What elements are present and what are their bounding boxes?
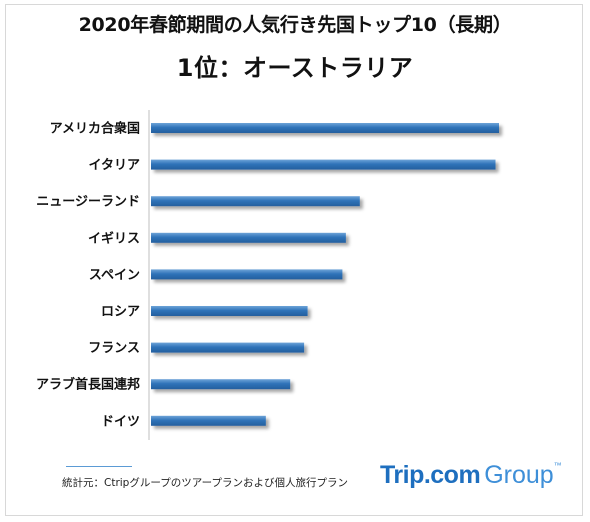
bar-8 bbox=[151, 415, 266, 426]
bar-3 bbox=[151, 232, 346, 243]
bar-6 bbox=[151, 342, 305, 353]
bar-7 bbox=[151, 379, 291, 390]
category-label-6: フランス bbox=[88, 341, 140, 356]
bar-4 bbox=[151, 269, 343, 280]
category-label-7: アラブ首長国連邦 bbox=[36, 377, 140, 393]
category-label-2: ニュージーランド bbox=[36, 195, 140, 210]
bar-2 bbox=[151, 196, 360, 207]
source-note: 統計元：Ctripグループのツアープランおよび個人旅行プラン bbox=[62, 477, 348, 489]
chart-subtitle: 1位：オーストラリア bbox=[176, 54, 414, 82]
category-label-0: アメリカ合衆国 bbox=[50, 121, 140, 137]
category-label-8: ドイツ bbox=[101, 414, 140, 429]
category-label-3: イギリス bbox=[88, 230, 140, 246]
bar-0 bbox=[151, 123, 499, 133]
tripcom-group-logo: Trip.com Group™ bbox=[380, 461, 562, 490]
category-label-1: イタリア bbox=[89, 158, 140, 173]
bar-1 bbox=[151, 159, 496, 170]
chart-title: 2020年春節期間の人気行き先国トップ10（長期） bbox=[78, 14, 512, 36]
chart-frame bbox=[5, 4, 583, 516]
category-label-4: スペイン bbox=[89, 268, 140, 283]
brand-secondary: Group bbox=[484, 461, 554, 489]
brand-main: Trip.com bbox=[380, 461, 481, 489]
source-divider bbox=[66, 466, 132, 467]
brand-trademark: ™ bbox=[553, 461, 562, 470]
category-label-5: ロシア bbox=[101, 305, 140, 320]
bar-5 bbox=[151, 306, 308, 316]
